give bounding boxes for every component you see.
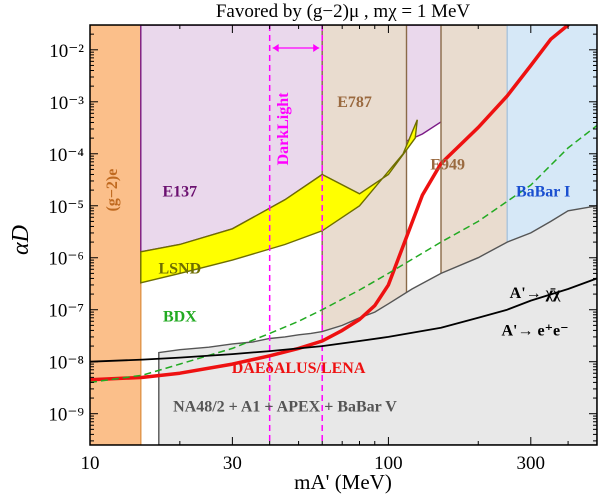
label-a: A'→ χ̄χ [510,285,561,302]
region-g-2-e [90,25,142,445]
label-darklight: DarkLight [275,92,292,166]
y-tick-label: 10⁻⁷ [48,301,84,322]
label-e949: E949 [430,156,465,173]
region-lsnd [140,119,418,284]
label-a-e-e: A'→ e⁺e⁻ [501,322,568,339]
y-tick-label: 10⁻³ [49,93,84,114]
curve-bdx [90,124,597,384]
y-axis-label: αD [8,225,34,255]
x-tick-label: 100 [374,453,403,474]
label-dae-alus-lena: DAEδALUS/LENA [232,360,366,377]
label-lsnd: LSND [158,260,201,277]
label-e137: E137 [162,184,197,201]
x-tick-label: 300 [517,453,546,474]
region-labels: (g−2)e E137 DarkLight E787 E949 BaBar I LSND BD… [104,92,571,416]
curve-a-a-e-e [90,277,597,363]
darklight-band [268,25,323,445]
x-tick-label: 10 [81,453,100,474]
x-axis-ticks: 10 30 100 300 [81,25,598,474]
y-tick-label: 10⁻⁸ [48,353,84,374]
label-e787: E787 [337,94,372,111]
exclusion-regions [90,25,597,445]
curve-dae-alus-lena [90,25,571,382]
label-g-2-e: (g−2)e [104,169,121,212]
label-na48-2-a1-apex-babar-v: NA48/2 + A1 + APEX + BaBar V [173,399,397,416]
label-bdx: BDX [163,308,197,325]
y-axis-ticks: 10⁻⁹ 10⁻⁸ 10⁻⁷ 10⁻⁶ 10⁻⁵ 10⁻⁴ 10⁻³ 10⁻² [48,24,597,442]
y-tick-label: 10⁻⁵ [48,197,84,218]
x-axis-label: mA' (MeV) [294,470,392,494]
label-babar-i: BaBar I [516,184,570,201]
y-tick-label: 10⁻² [49,41,84,62]
sensitivity-curves [90,25,597,384]
x-tick-label: 30 [223,453,242,474]
plot-frame [89,24,598,446]
y-tick-label: 10⁻⁹ [48,405,84,426]
y-tick-label: 10⁻⁶ [48,249,84,270]
chart-title: Favored by (g−2)μ , mχ = 1 MeV [216,1,471,22]
y-tick-label: 10⁻⁴ [48,145,84,166]
